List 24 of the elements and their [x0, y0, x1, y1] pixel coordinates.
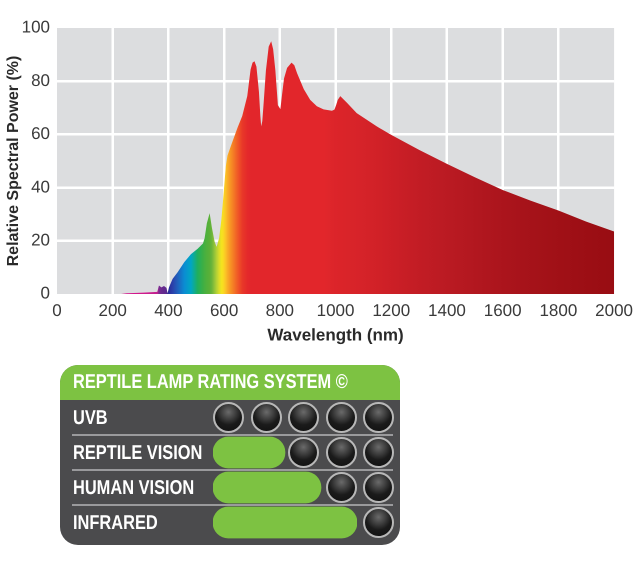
- x-tick-label: 1800: [539, 300, 578, 320]
- y-tick-label: 20: [31, 230, 50, 250]
- x-tick-label: 0: [52, 300, 62, 320]
- y-tick-label: 80: [31, 70, 50, 90]
- x-tick-label: 1600: [484, 300, 522, 320]
- x-tick-label: 200: [98, 300, 127, 320]
- chart-title: REPTILE LAMP RATING SYSTEM ©: [73, 371, 348, 393]
- x-tick-label: 1400: [428, 300, 466, 320]
- x-axis-title: Wavelength (nm): [267, 325, 404, 344]
- x-tick-label: 600: [210, 300, 238, 320]
- y-axis-title: Relative Spectral Power (%): [5, 56, 22, 266]
- y-tick-label: 0: [40, 284, 50, 303]
- y-tick-label: 40: [31, 177, 50, 196]
- x-tick-label: 1200: [372, 300, 410, 320]
- y-tick-label: 100: [22, 18, 50, 37]
- y-tick-label: 60: [31, 124, 50, 144]
- x-tick-label: 2000: [595, 300, 634, 320]
- y-tick-label: HUMAN VISION: [73, 476, 194, 498]
- y-tick-label: UVB: [73, 406, 108, 428]
- y-tick-label: INFRARED: [73, 512, 158, 534]
- x-tick-label: 1000: [316, 300, 354, 320]
- x-tick-label: 400: [154, 300, 183, 320]
- x-tick-label: 800: [266, 300, 294, 320]
- y-tick-label: REPTILE VISION: [73, 442, 202, 464]
